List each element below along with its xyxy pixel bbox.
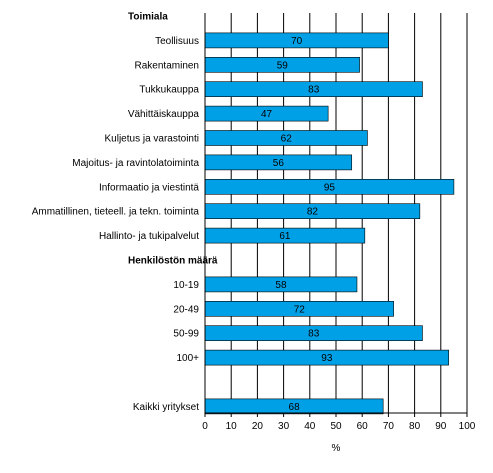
x-tick-label: 30 <box>278 421 290 432</box>
x-tick-label: 60 <box>357 421 369 432</box>
category-label: Teollisuus <box>155 36 199 47</box>
data-label: 62 <box>281 134 293 145</box>
category-label: Hallinto- ja tukipalvelut <box>99 231 199 242</box>
category-label: Informaatio ja viestintä <box>99 182 199 193</box>
data-label: 61 <box>279 231 291 242</box>
category-label: Tukkukauppa <box>139 85 199 96</box>
category-label: Majoitus- ja ravintolatoiminta <box>72 158 199 169</box>
x-tick-label: 0 <box>202 421 208 432</box>
x-axis: 0 10 20 30 40 50 60 70 80 90 100 <box>202 13 476 432</box>
group-label: Henkilöstön määrä <box>128 256 218 267</box>
category-label: 20-49 <box>173 304 199 315</box>
data-label: 95 <box>324 182 336 193</box>
data-label: 72 <box>294 304 306 315</box>
category-label: Kuljetus ja varastointi <box>105 134 200 145</box>
category-label: Ammatillinen, tieteell. ja tekn. toimint… <box>32 207 200 218</box>
category-label: Rakentaminen <box>135 60 199 71</box>
x-tick-label: 40 <box>304 421 316 432</box>
data-label: 58 <box>275 280 287 291</box>
x-tick-label: 90 <box>435 421 447 432</box>
data-label: 68 <box>289 402 301 413</box>
data-label: 56 <box>273 158 285 169</box>
data-label: 83 <box>308 85 320 96</box>
data-label: 59 <box>277 60 289 71</box>
x-tick-label: 100 <box>459 421 476 432</box>
category-label: 100+ <box>176 353 199 364</box>
group-label: Toimiala <box>128 12 168 23</box>
data-label: 82 <box>307 207 319 218</box>
data-label: 93 <box>321 353 333 364</box>
bars: 70 59 83 47 62 56 95 82 61 58 72 83 93 68 <box>204 32 455 415</box>
x-axis-label: % <box>332 443 341 454</box>
data-label: 70 <box>291 36 303 47</box>
category-label: Kaikki yritykset <box>133 402 199 413</box>
x-tick-label: 80 <box>409 421 421 432</box>
category-labels: Toimiala Teollisuus Rakentaminen Tukkukaupp… <box>32 12 218 413</box>
data-label: 47 <box>261 109 273 120</box>
category-label: 10-19 <box>173 280 199 291</box>
x-tick-label: 20 <box>252 421 264 432</box>
x-tick-label: 10 <box>226 421 238 432</box>
category-label: 50-99 <box>173 329 199 340</box>
data-label: 83 <box>308 329 320 340</box>
category-label: Vähittäiskauppa <box>128 109 200 120</box>
x-tick-label: 70 <box>383 421 395 432</box>
x-tick-label: 50 <box>330 421 342 432</box>
